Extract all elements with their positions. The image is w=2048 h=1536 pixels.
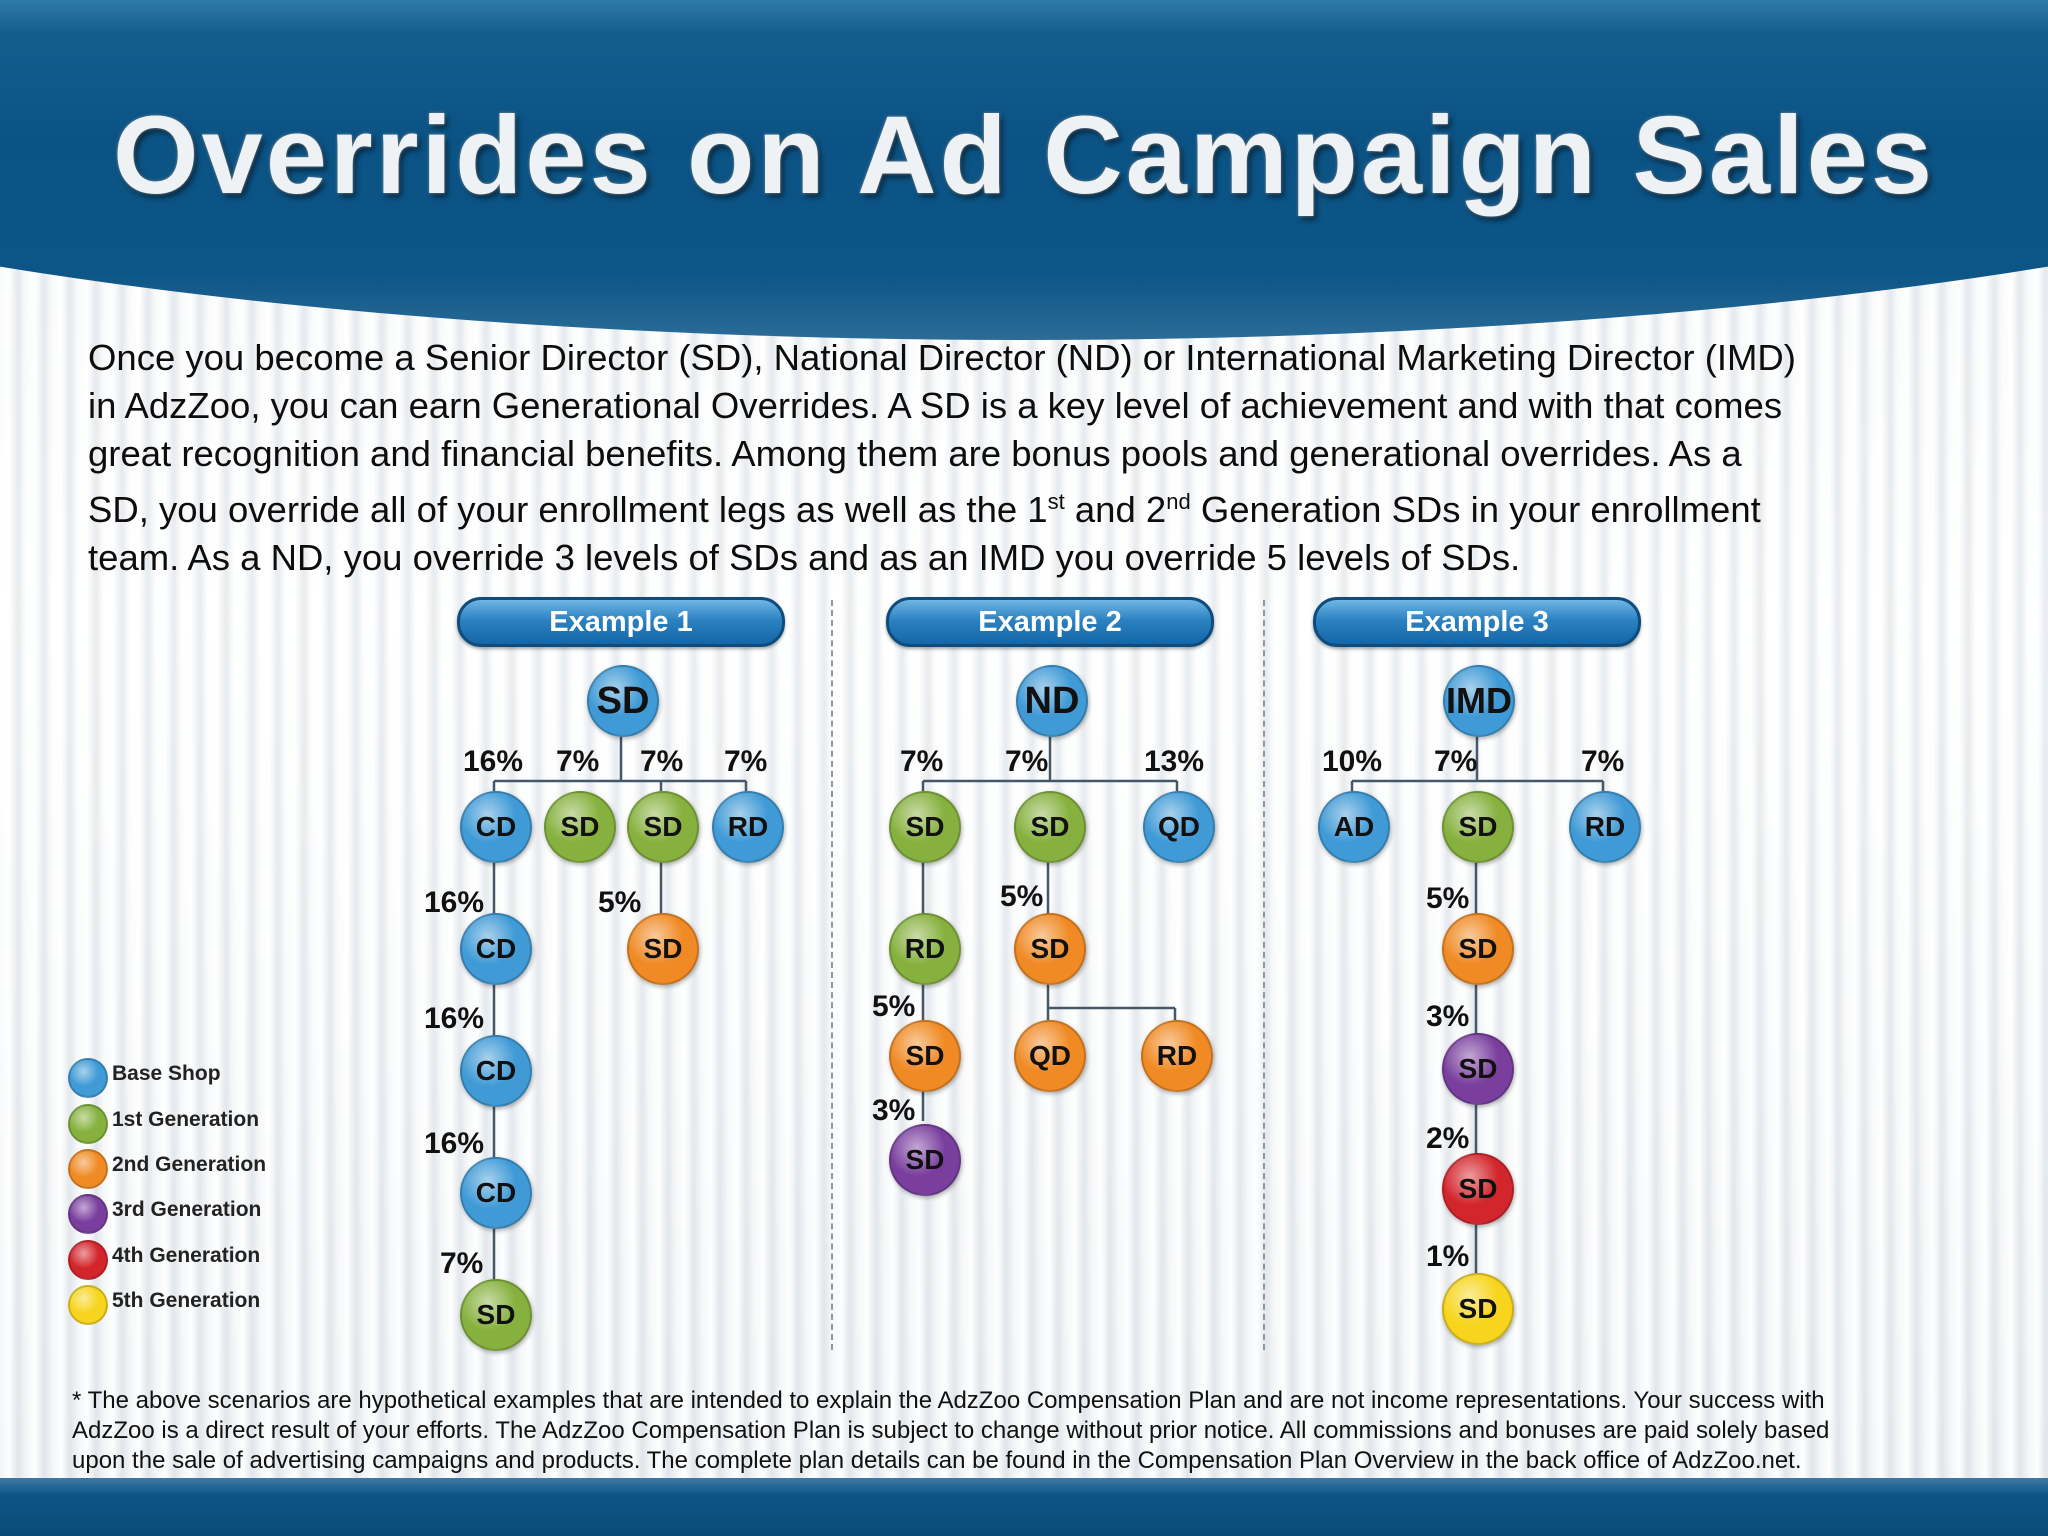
override-percent: 3% bbox=[1426, 1000, 1470, 1033]
override-percent: 5% bbox=[1000, 880, 1044, 913]
tree-node: SD bbox=[1442, 913, 1514, 985]
override-percent: 3% bbox=[872, 1094, 916, 1127]
override-percent: 7% bbox=[556, 745, 600, 778]
tree-node: SD bbox=[544, 791, 616, 863]
root-node-sd: SD bbox=[587, 665, 659, 737]
disclaimer-line: * The above scenarios are hypothetical e… bbox=[72, 1387, 1825, 1414]
override-percent: 5% bbox=[598, 886, 642, 919]
tree-node: SD bbox=[1442, 1033, 1514, 1105]
root-node-nd: ND bbox=[1016, 665, 1088, 737]
tree-node: RD bbox=[1141, 1020, 1213, 1092]
override-percent: 7% bbox=[1581, 745, 1625, 778]
example-divider bbox=[1263, 600, 1265, 1350]
tree-node: SD bbox=[460, 1279, 532, 1351]
root-node-imd: IMD bbox=[1443, 665, 1515, 737]
legend-swatch bbox=[68, 1104, 108, 1144]
tree-node: CD bbox=[460, 791, 532, 863]
superscript: nd bbox=[1166, 489, 1191, 514]
override-percent: 7% bbox=[900, 745, 944, 778]
override-percent: 16% bbox=[424, 886, 485, 919]
tree-node: SD bbox=[1442, 1153, 1514, 1225]
page-title: Overrides on Ad Campaign Sales bbox=[112, 94, 1936, 217]
legend-swatch bbox=[68, 1149, 108, 1189]
tree-node: QD bbox=[1014, 1020, 1086, 1092]
intro-line: team. As a ND, you override 3 levels of … bbox=[88, 537, 1521, 579]
override-percent: 7% bbox=[640, 745, 684, 778]
tree-node: SD bbox=[889, 1020, 961, 1092]
legend-swatch bbox=[68, 1194, 108, 1234]
override-percent: 16% bbox=[424, 1127, 485, 1160]
tree-node: QD bbox=[1143, 791, 1215, 863]
legend-label: 4th Generation bbox=[112, 1244, 261, 1267]
legend-label: 1st Generation bbox=[112, 1108, 260, 1131]
override-percent: 7% bbox=[1005, 745, 1049, 778]
tree-node: SD bbox=[627, 913, 699, 985]
superscript: st bbox=[1047, 489, 1065, 514]
header-banner bbox=[0, 0, 2048, 340]
override-percent: 1% bbox=[1426, 1240, 1470, 1273]
intro-line: SD, you override all of your enrollment … bbox=[88, 478, 1988, 534]
footer-bar bbox=[0, 1478, 2048, 1536]
tree-node: SD bbox=[627, 791, 699, 863]
override-percent: 16% bbox=[424, 1002, 485, 1035]
legend-swatch bbox=[68, 1058, 108, 1098]
intro-line: in AdzZoo, you can earn Generational Ove… bbox=[88, 385, 1783, 426]
legend-label: Base Shop bbox=[112, 1062, 221, 1085]
tree-node: RD bbox=[1569, 791, 1641, 863]
intro-paragraph: Once you become a Senior Director (SD), … bbox=[88, 334, 1988, 582]
override-percent: 7% bbox=[440, 1247, 484, 1280]
disclaimer-line: AdzZoo is a direct result of your effort… bbox=[72, 1417, 1830, 1444]
legend-swatch bbox=[68, 1285, 108, 1325]
disclaimer: * The above scenarios are hypothetical e… bbox=[72, 1386, 1972, 1476]
tree-node: SD bbox=[1014, 791, 1086, 863]
tree-node: CD bbox=[460, 1157, 532, 1229]
tree-node: SD bbox=[1014, 913, 1086, 985]
override-percent: 2% bbox=[1426, 1122, 1470, 1155]
override-percent: 16% bbox=[463, 745, 524, 778]
tree-node: SD bbox=[1442, 791, 1514, 863]
example-divider bbox=[831, 600, 833, 1350]
legend-label: 3rd Generation bbox=[112, 1198, 262, 1221]
legend-label: 5th Generation bbox=[112, 1289, 261, 1312]
tree-node: AD bbox=[1318, 791, 1390, 863]
override-percent: 13% bbox=[1144, 745, 1205, 778]
example-2-label: Example 2 bbox=[886, 597, 1214, 647]
override-percent: 7% bbox=[1434, 745, 1478, 778]
tree-node: RD bbox=[712, 791, 784, 863]
example-1-label: Example 1 bbox=[457, 597, 785, 647]
legend-label: 2nd Generation bbox=[112, 1153, 267, 1176]
intro-line: Once you become a Senior Director (SD), … bbox=[88, 337, 1796, 378]
tree-node: RD bbox=[889, 913, 961, 985]
override-percent: 7% bbox=[724, 745, 768, 778]
tree-node: CD bbox=[460, 913, 532, 985]
intro-text: Generation SDs in your enrollment bbox=[1190, 489, 1761, 531]
tree-node: SD bbox=[1442, 1273, 1514, 1345]
override-percent: 10% bbox=[1322, 745, 1383, 778]
intro-line: great recognition and financial benefits… bbox=[88, 433, 1742, 474]
override-percent: 5% bbox=[872, 990, 916, 1023]
example-3-label: Example 3 bbox=[1313, 597, 1641, 647]
intro-text: SD, you override all of your enrollment … bbox=[88, 489, 1048, 531]
tree-node: SD bbox=[889, 1124, 961, 1196]
override-percent: 5% bbox=[1426, 882, 1470, 915]
tree-node: SD bbox=[889, 791, 961, 863]
tree-node: CD bbox=[460, 1035, 532, 1107]
disclaimer-line: upon the sale of advertising campaigns a… bbox=[72, 1447, 1802, 1474]
intro-text: and 2 bbox=[1064, 489, 1167, 531]
legend-swatch bbox=[68, 1240, 108, 1280]
